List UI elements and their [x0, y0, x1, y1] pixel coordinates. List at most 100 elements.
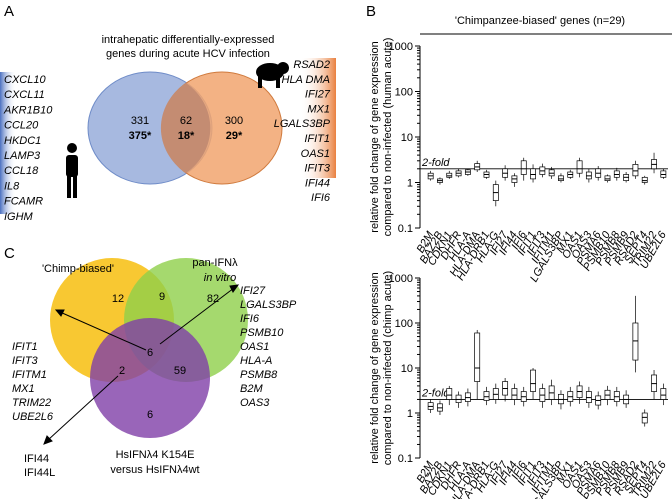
gene: LGALS3BP — [240, 299, 297, 311]
gene: CCL20 — [4, 120, 39, 132]
box — [604, 175, 611, 181]
box — [474, 332, 481, 382]
y-tick-label: 1 — [407, 408, 413, 420]
panel-label: B — [366, 3, 376, 20]
box — [576, 160, 583, 174]
venn-count: 82 — [207, 293, 219, 305]
gene: IFITM1 — [12, 369, 47, 381]
venn-count: 18* — [178, 130, 195, 142]
gene: IFI27 — [305, 89, 331, 101]
venn-count: 2 — [119, 365, 125, 377]
reference-label: 2-fold — [421, 387, 450, 399]
y-tick-label: 1000 — [389, 273, 413, 285]
gene: IFI44L — [24, 467, 55, 479]
box — [530, 168, 536, 180]
y-tick-label: 100 — [395, 87, 413, 99]
gene: LGALS3BP — [274, 118, 331, 130]
gene: OAS1 — [240, 341, 269, 353]
gene: TRIM22 — [12, 397, 51, 409]
gene: IFI44 — [305, 177, 330, 189]
gene: B2M — [240, 383, 263, 395]
y-axis-label: relative fold change of gene expression — [369, 272, 381, 463]
gene: CXCL10 — [4, 74, 46, 86]
venn-overlap — [160, 83, 211, 173]
gene: OAS3 — [240, 397, 270, 409]
venn-count: 6 — [147, 409, 153, 421]
venn-count: 59 — [174, 365, 186, 377]
gene: IFI6 — [240, 313, 260, 325]
venn-circle — [90, 318, 210, 438]
box — [511, 388, 518, 400]
gene: MX1 — [307, 103, 330, 115]
y-tick-label: 10 — [401, 132, 413, 144]
box — [558, 175, 564, 181]
y-tick-label: 10 — [401, 363, 413, 375]
list-bar — [300, 58, 336, 178]
venn-count: 375* — [129, 130, 152, 142]
box — [585, 391, 592, 403]
gene: PSMB8 — [240, 369, 278, 381]
venn-title: genes during acute HCV infection — [106, 48, 270, 60]
gene: IFIT1 — [304, 133, 330, 145]
venn-count: 9 — [159, 291, 165, 303]
box — [641, 412, 648, 424]
gene: OAS1 — [301, 148, 330, 160]
set-label: in vitro — [204, 272, 236, 284]
set-label: versus HsIFNλ4wt — [110, 464, 199, 476]
y-tick-label: 0.1 — [398, 223, 413, 235]
gene: CXCL11 — [4, 89, 45, 101]
venn-count: 6 — [147, 347, 153, 359]
set-label: HsIFNλ4 K154E — [116, 449, 195, 461]
set-label: pan-IFNλ — [192, 257, 238, 269]
gene: CCL18 — [4, 165, 39, 177]
gene: IFIT3 — [304, 163, 331, 175]
box — [641, 176, 648, 183]
gene: IGHM — [4, 211, 34, 223]
y-tick-label: 1000 — [389, 41, 413, 53]
reference-label: 2-fold — [421, 157, 450, 169]
gene: HLA DMA — [282, 74, 331, 86]
box — [446, 172, 453, 178]
venn-count: 331 — [131, 115, 149, 127]
box — [660, 388, 667, 400]
gene: IL8 — [4, 180, 20, 192]
gene: IFIT3 — [12, 355, 39, 367]
venn-count: 300 — [225, 115, 243, 127]
gene: FCAMR — [4, 196, 43, 208]
gene: UBE2L6 — [12, 411, 54, 423]
arrows — [43, 284, 240, 445]
venn-title: intrahepatic differentially-expressed — [102, 34, 275, 46]
box — [520, 160, 527, 175]
set-label: 'Chimp-biased' — [42, 263, 114, 275]
y-axis-label: compared to non-infected (chimp acute) — [382, 271, 394, 465]
gene: RSAD2 — [293, 59, 330, 71]
venn-count: 29* — [226, 130, 243, 142]
gene: LAMP3 — [4, 150, 41, 162]
panel-label: C — [4, 245, 15, 262]
box — [632, 164, 639, 177]
y-axis-label: relative fold change of gene expression — [369, 41, 381, 232]
gene: AKR1B10 — [3, 104, 53, 116]
venn-count: 62 — [180, 115, 192, 127]
list-bar — [0, 72, 16, 214]
y-axis-label: compared to non-infected (human acute) — [382, 38, 394, 237]
y-tick-label: 1 — [407, 178, 413, 190]
box — [483, 391, 490, 401]
gene: HKDC1 — [4, 135, 41, 147]
gene: IFI44 — [24, 453, 49, 465]
box — [455, 394, 462, 403]
panel-label: A — [4, 3, 14, 20]
venn-count: 12 — [112, 293, 124, 305]
box — [446, 388, 453, 400]
gene: IFI6 — [311, 192, 331, 204]
box — [530, 369, 536, 392]
gene: PSMB10 — [240, 327, 284, 339]
chart-title: 'Chimpanzee-biased' genes (n=29) — [455, 15, 625, 27]
human-icon — [66, 143, 78, 198]
y-tick-label: 100 — [395, 318, 413, 330]
chimp-icon — [256, 62, 289, 88]
y-tick-label: 0.1 — [398, 453, 413, 465]
gene: IFI27 — [240, 285, 266, 297]
gene: IFIT1 — [12, 341, 38, 353]
